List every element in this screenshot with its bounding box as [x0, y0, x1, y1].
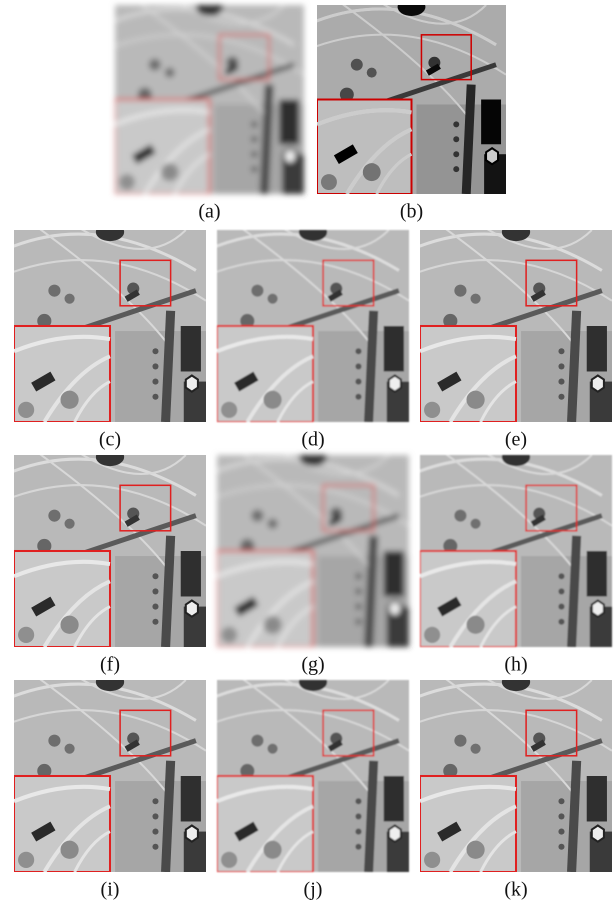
panel-label: (g)	[301, 654, 324, 676]
image-panel	[410, 448, 612, 647]
panel-label: (i)	[101, 879, 120, 901]
panel-label: (a)	[198, 201, 220, 223]
panel-label: (k)	[504, 879, 527, 901]
image-panel	[4, 223, 206, 422]
panel-label: (j)	[304, 879, 323, 901]
image-panel	[4, 673, 206, 872]
image-panel	[207, 673, 409, 872]
panel-label: (e)	[505, 429, 527, 451]
image-panel	[410, 223, 612, 422]
image-panel	[307, 0, 506, 194]
panel-label: (d)	[301, 429, 324, 451]
image-panel	[207, 223, 409, 422]
image-panel	[410, 673, 612, 872]
image-panel	[207, 448, 409, 647]
panel-label: (c)	[99, 429, 121, 451]
image-panel	[4, 448, 206, 647]
figure: (a) (b) (c) (d) (e) (f) (g) (h) (i) (j) (k)	[0, 0, 615, 903]
image-panel	[105, 0, 304, 194]
panel-label: (f)	[100, 654, 120, 676]
panel-label: (b)	[400, 201, 423, 223]
panel-label: (h)	[504, 654, 527, 676]
